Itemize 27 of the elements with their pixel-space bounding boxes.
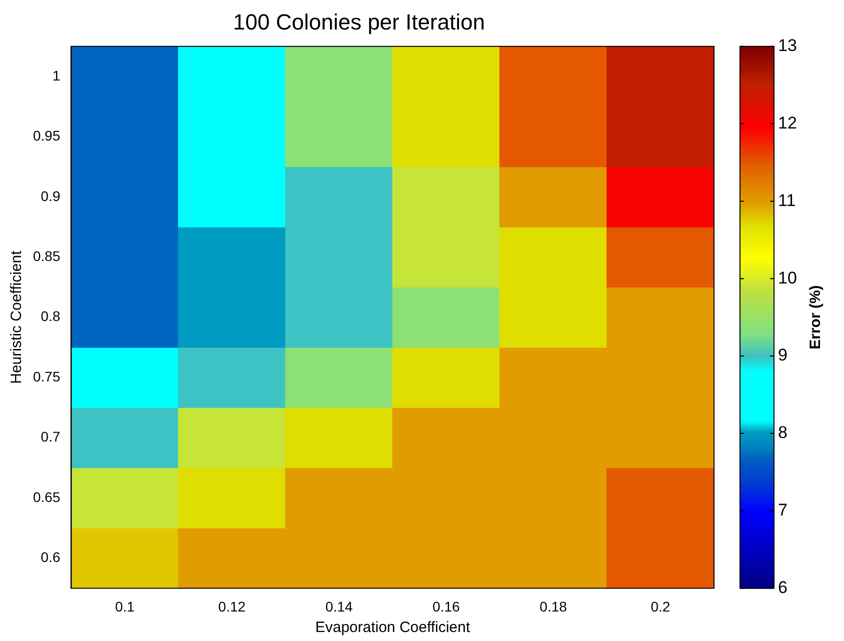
color-bar-label: 13	[778, 36, 797, 56]
x-tick-label: 0.14	[325, 598, 353, 614]
y-tick-label: 0.85	[33, 248, 60, 264]
color-bar-label: 8	[778, 423, 788, 442]
y-tick-label: 0.7	[40, 428, 60, 445]
x-tick-label: 0.16	[432, 598, 460, 614]
y-tick-label: 0.95	[33, 128, 60, 144]
color-bar-label: 7	[778, 500, 788, 520]
x-tick-label: 0.2	[650, 598, 670, 614]
y-tick-label: 0.65	[33, 488, 60, 505]
x-tick-label: 0.12	[218, 598, 246, 614]
color-bar-label: 10	[778, 268, 797, 288]
y-tick-label: 1	[52, 67, 60, 84]
color-bar-label: 9	[778, 346, 788, 365]
color-bar-label: 6	[778, 578, 788, 597]
color-bar-title: Error (%)	[807, 285, 824, 350]
color-bar-label: 12	[778, 113, 797, 132]
y-tick-label: 0.6	[40, 548, 60, 565]
color-bar-label: 11	[778, 190, 796, 210]
x-axis-title: Evaporation Coefficient	[315, 619, 471, 636]
y-tick-label: 0.9	[40, 188, 60, 204]
y-tick-label: 0.8	[40, 308, 60, 324]
chart-title: 100 Colonies per Iteration	[233, 9, 485, 34]
y-tick-label: 0.75	[33, 368, 60, 384]
y-axis-title: Heuristic Coefficient	[8, 250, 26, 384]
x-tick-label: 0.1	[115, 598, 135, 614]
x-tick-label: 0.18	[540, 598, 568, 614]
